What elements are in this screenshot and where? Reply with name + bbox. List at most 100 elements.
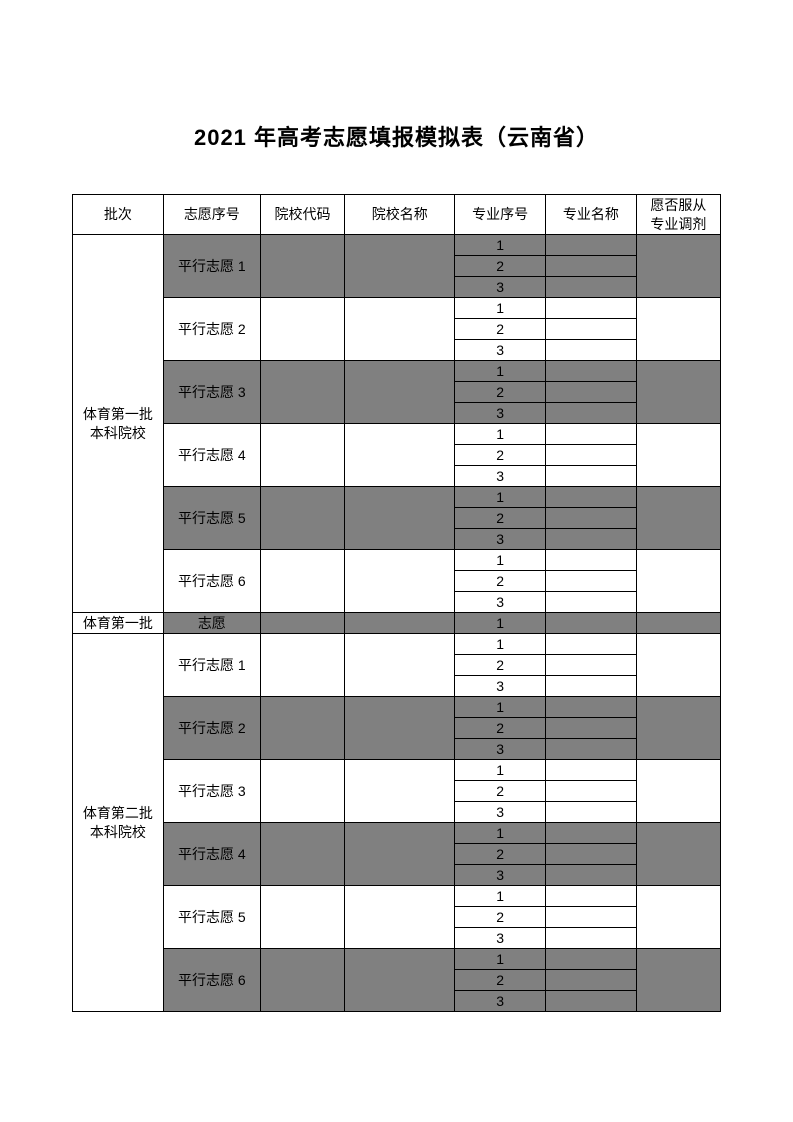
- choice-cell: 平行志愿 4: [163, 424, 260, 487]
- choice-cell: 平行志愿 5: [163, 487, 260, 550]
- major-name-cell: [546, 949, 637, 970]
- major-no-cell: 2: [455, 571, 546, 592]
- header-choice-no: 志愿序号: [163, 195, 260, 235]
- school-code-cell: [260, 361, 344, 424]
- major-name-cell: [546, 739, 637, 760]
- major-no-cell: 3: [455, 466, 546, 487]
- adjust-cell: [636, 235, 720, 298]
- school-name-cell: [345, 949, 455, 1012]
- major-no-cell: 2: [455, 781, 546, 802]
- choice-cell: 平行志愿 2: [163, 697, 260, 760]
- school-name-cell: [345, 613, 455, 634]
- choice-cell: 志愿: [163, 613, 260, 634]
- adjust-cell: [636, 697, 720, 760]
- header-adjust: 愿否服从 专业调剂: [636, 195, 720, 235]
- major-name-cell: [546, 970, 637, 991]
- school-code-cell: [260, 823, 344, 886]
- major-no-cell: 2: [455, 508, 546, 529]
- school-code-cell: [260, 886, 344, 949]
- header-major-name: 专业名称: [546, 195, 637, 235]
- major-name-cell: [546, 424, 637, 445]
- major-name-cell: [546, 634, 637, 655]
- major-name-cell: [546, 550, 637, 571]
- major-no-cell: 3: [455, 277, 546, 298]
- school-code-cell: [260, 298, 344, 361]
- major-no-cell: 3: [455, 529, 546, 550]
- major-no-cell: 2: [455, 256, 546, 277]
- major-no-cell: 3: [455, 403, 546, 424]
- school-name-cell: [345, 760, 455, 823]
- major-no-cell: 2: [455, 907, 546, 928]
- choice-cell: 平行志愿 6: [163, 550, 260, 613]
- major-no-cell: 2: [455, 655, 546, 676]
- volunteer-table: 批次 志愿序号 院校代码 院校名称 专业序号 专业名称 愿否服从 专业调剂 体育…: [72, 194, 721, 1012]
- school-code-cell: [260, 760, 344, 823]
- adjust-cell: [636, 886, 720, 949]
- major-no-cell: 1: [455, 487, 546, 508]
- major-name-cell: [546, 928, 637, 949]
- major-name-cell: [546, 886, 637, 907]
- adjust-cell: [636, 634, 720, 697]
- major-no-cell: 3: [455, 865, 546, 886]
- school-code-cell: [260, 550, 344, 613]
- major-name-cell: [546, 382, 637, 403]
- major-name-cell: [546, 256, 637, 277]
- major-name-cell: [546, 802, 637, 823]
- major-no-cell: 1: [455, 361, 546, 382]
- school-name-cell: [345, 550, 455, 613]
- school-name-cell: [345, 424, 455, 487]
- major-no-cell: 1: [455, 823, 546, 844]
- major-name-cell: [546, 760, 637, 781]
- adjust-cell: [636, 550, 720, 613]
- school-code-cell: [260, 697, 344, 760]
- school-code-cell: [260, 487, 344, 550]
- adjust-cell: [636, 613, 720, 634]
- school-name-cell: [345, 298, 455, 361]
- school-name-cell: [345, 361, 455, 424]
- major-no-cell: 1: [455, 634, 546, 655]
- major-no-cell: 1: [455, 424, 546, 445]
- adjust-cell: [636, 361, 720, 424]
- adjust-cell: [636, 949, 720, 1012]
- major-name-cell: [546, 697, 637, 718]
- major-name-cell: [546, 235, 637, 256]
- major-name-cell: [546, 718, 637, 739]
- major-no-cell: 1: [455, 613, 546, 634]
- adjust-cell: [636, 424, 720, 487]
- major-no-cell: 1: [455, 697, 546, 718]
- major-no-cell: 2: [455, 382, 546, 403]
- choice-cell: 平行志愿 5: [163, 886, 260, 949]
- school-name-cell: [345, 634, 455, 697]
- school-code-cell: [260, 613, 344, 634]
- school-code-cell: [260, 634, 344, 697]
- major-no-cell: 1: [455, 298, 546, 319]
- major-name-cell: [546, 613, 637, 634]
- choice-cell: 平行志愿 2: [163, 298, 260, 361]
- major-no-cell: 2: [455, 844, 546, 865]
- major-name-cell: [546, 676, 637, 697]
- school-name-cell: [345, 487, 455, 550]
- choice-cell: 平行志愿 4: [163, 823, 260, 886]
- major-name-cell: [546, 781, 637, 802]
- choice-cell: 平行志愿 1: [163, 634, 260, 697]
- major-name-cell: [546, 340, 637, 361]
- major-name-cell: [546, 655, 637, 676]
- adjust-cell: [636, 760, 720, 823]
- header-major-no: 专业序号: [455, 195, 546, 235]
- choice-cell: 平行志愿 6: [163, 949, 260, 1012]
- batch-cell: 体育第一批: [73, 613, 164, 634]
- major-name-cell: [546, 907, 637, 928]
- major-name-cell: [546, 445, 637, 466]
- school-name-cell: [345, 886, 455, 949]
- major-no-cell: 2: [455, 718, 546, 739]
- major-name-cell: [546, 361, 637, 382]
- major-name-cell: [546, 823, 637, 844]
- major-name-cell: [546, 277, 637, 298]
- major-no-cell: 3: [455, 739, 546, 760]
- major-no-cell: 3: [455, 928, 546, 949]
- choice-cell: 平行志愿 3: [163, 361, 260, 424]
- adjust-cell: [636, 298, 720, 361]
- major-no-cell: 2: [455, 970, 546, 991]
- batch-cell: 体育第一批 本科院校: [73, 235, 164, 613]
- adjust-cell: [636, 487, 720, 550]
